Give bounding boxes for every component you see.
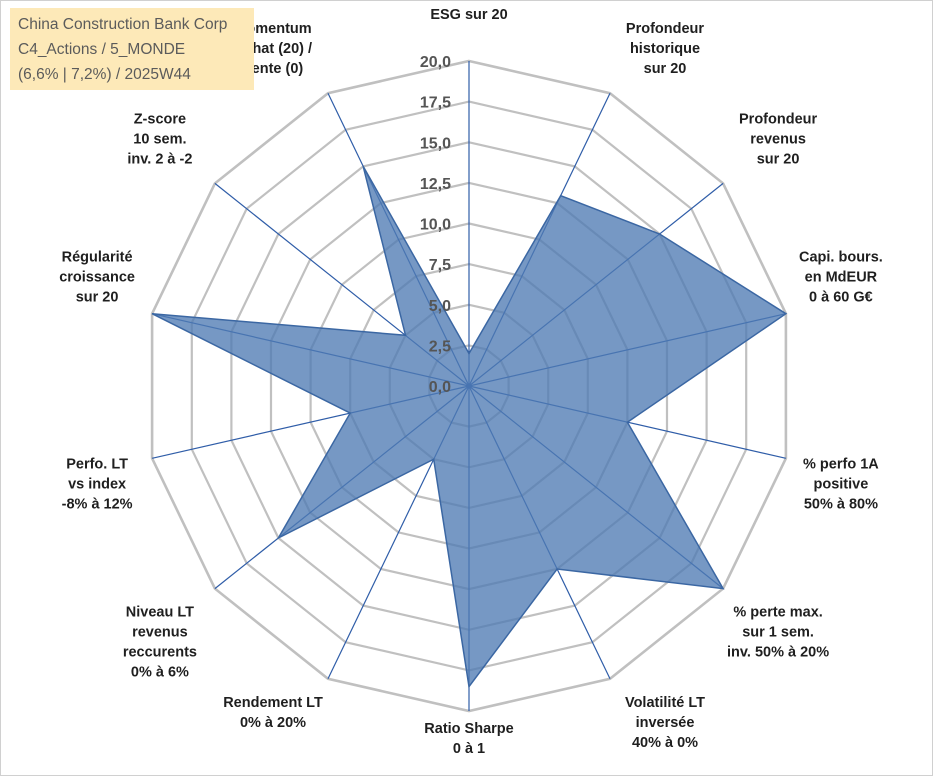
axis-label-line: Perfo. LT <box>66 456 128 472</box>
axis-label-line: inv. 50% à 20% <box>727 645 829 661</box>
axis-label-line: historique <box>630 41 700 57</box>
axis-label-line: -8% à 12% <box>62 496 133 512</box>
axis-label-line: % perfo 1A <box>803 456 879 472</box>
tick-label: 15,0 <box>420 135 451 152</box>
axis-label-line: Vente (0) <box>243 61 304 77</box>
data-area <box>151 166 788 689</box>
tick-label: 5,0 <box>429 298 451 315</box>
axis-label-line: % perte max. <box>733 605 822 621</box>
axis-label: Ratio Sharpe 0 à 1 <box>424 721 513 757</box>
category-line: C4_Actions / 5_MONDE <box>18 41 186 58</box>
axis-label-line: inv. 2 à -2 <box>127 151 192 167</box>
axis-label-line: 50% à 80% <box>804 496 878 512</box>
axis-label-line: ESG sur 20 <box>430 7 507 23</box>
tick-label: 10,0 <box>420 217 451 234</box>
axis-label-line: 0 à 1 <box>453 741 485 757</box>
company-name: China Construction Bank Corp <box>18 16 228 33</box>
axis-label-line: 0% à 6% <box>131 665 189 681</box>
axis-label-line: 0 à 60 G€ <box>809 290 873 306</box>
axis-label: % perte max. sur 1 sem. inv. 50% à 20% <box>727 605 829 661</box>
axis-label: Volatilité LT inversée 40% à 0% <box>625 695 705 751</box>
axis-label-line: vs index <box>68 476 126 492</box>
tick-label: 12,5 <box>420 176 451 193</box>
axis-label: Niveau LT revenus reccurents 0% à 6% <box>123 605 197 681</box>
axis-label-line: Note <box>453 1 485 3</box>
period-line: (6,6% | 7,2%) / 2025W44 <box>18 66 191 83</box>
tick-label: 7,5 <box>429 257 451 274</box>
axis-label-line: Niveau LT <box>126 605 194 621</box>
axis-label-line: revenus <box>132 625 188 641</box>
axis-label-line: Profondeur <box>739 111 817 127</box>
axis-label: Perfo. LT vs index -8% à 12% <box>62 456 133 512</box>
axis-label: Z-score 10 sem. inv. 2 à -2 <box>127 111 192 167</box>
tick-label: 17,5 <box>420 95 451 112</box>
tick-label: 0,0 <box>429 379 451 396</box>
axis-label-line: 40% à 0% <box>632 735 698 751</box>
axis-label: Profondeur revenus sur 20 <box>739 111 817 167</box>
axis-label-line: Rendement LT <box>223 695 323 711</box>
axis-label-line: Ratio Sharpe <box>424 721 513 737</box>
axis-label-line: croissance <box>59 270 135 286</box>
axis-label-line: sur 20 <box>757 151 800 167</box>
axis-label-line: revenus <box>750 131 806 147</box>
axis-label: Rendement LT 0% à 20% <box>223 695 323 731</box>
axis-label: Profondeur historique sur 20 <box>626 21 704 77</box>
axis-label-line: Z-score <box>134 111 186 127</box>
axis-label-line: 0% à 20% <box>240 715 306 731</box>
axis-label-line: sur 1 sem. <box>742 625 814 641</box>
axis-label: Note ESG sur 20 <box>430 1 507 23</box>
axis-label-line: inversée <box>636 715 695 731</box>
axis-label-line: en MdEUR <box>805 270 878 286</box>
axis-label-line: positive <box>814 476 869 492</box>
axis-label-line: Capi. bours. <box>799 250 883 266</box>
title-box: China Construction Bank Corp C4_Actions … <box>10 8 254 90</box>
axis-label-line: Volatilité LT <box>625 695 705 711</box>
axis-label-line: sur 20 <box>644 61 687 77</box>
axis-label-line: sur 20 <box>76 290 119 306</box>
axis-label-line: Profondeur <box>626 21 704 37</box>
radial-tick-labels: 0,0 2,5 5,0 7,5 10,0 12,5 15,0 17,5 20,0 <box>420 54 451 396</box>
axis-label: Capi. bours. en MdEUR 0 à 60 G€ <box>799 250 883 306</box>
axis-label: % perfo 1A positive 50% à 80% <box>803 456 879 512</box>
axis-label-line: Régularité <box>62 250 133 266</box>
axis-label-line: 10 sem. <box>133 131 186 147</box>
tick-label: 20,0 <box>420 54 451 71</box>
axis-label-line: reccurents <box>123 645 197 661</box>
tick-label: 2,5 <box>429 338 451 355</box>
axis-label: Régularité croissance sur 20 <box>59 250 135 306</box>
